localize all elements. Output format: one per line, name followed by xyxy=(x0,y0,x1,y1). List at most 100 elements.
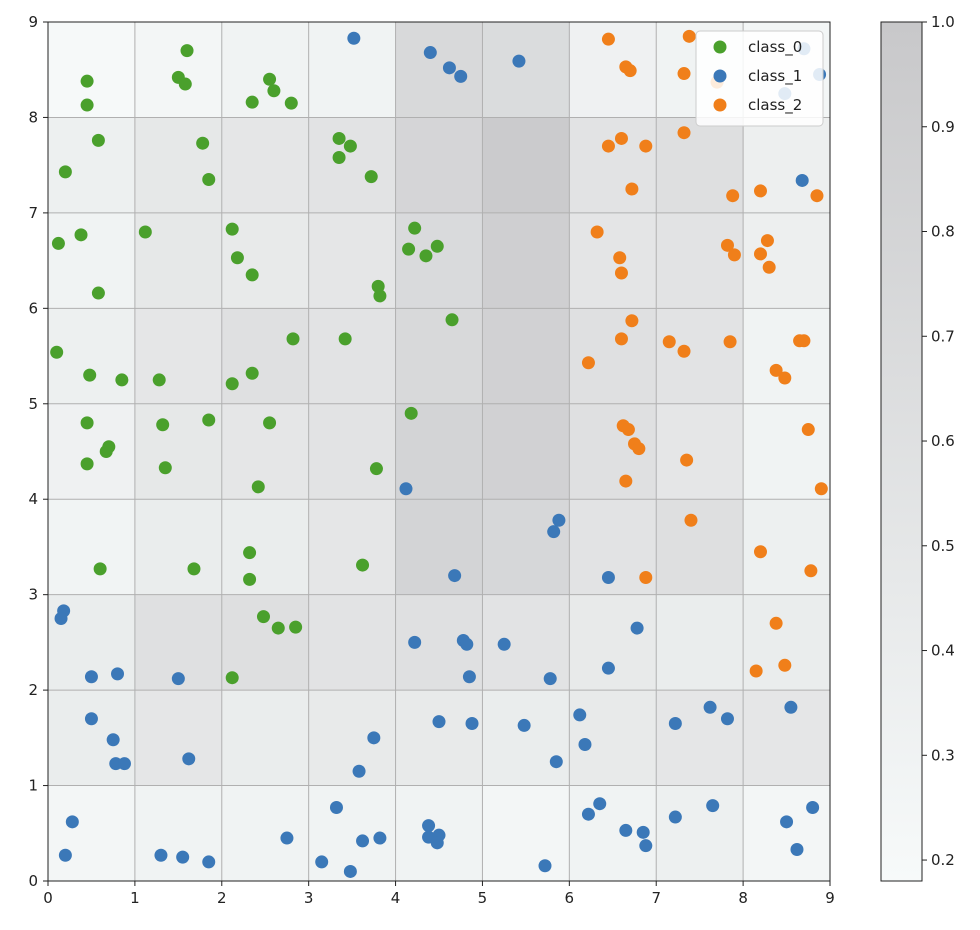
data-point xyxy=(180,44,194,58)
data-point xyxy=(465,717,479,731)
heatmap-cell xyxy=(221,785,309,881)
data-point xyxy=(581,807,595,821)
heatmap-cell xyxy=(308,499,396,595)
data-point xyxy=(91,133,105,147)
data-point xyxy=(243,546,257,560)
data-point xyxy=(668,717,682,731)
data-point xyxy=(369,462,383,476)
data-point xyxy=(727,248,741,262)
data-point xyxy=(332,151,346,165)
x-tick-label: 0 xyxy=(43,889,53,907)
data-point xyxy=(454,69,468,83)
legend-label: class_2 xyxy=(748,96,802,115)
data-point xyxy=(230,251,244,265)
x-tick-label: 7 xyxy=(651,889,661,907)
data-point xyxy=(171,672,185,686)
colorbar-tick-label: 0.4 xyxy=(931,642,955,660)
data-point xyxy=(623,64,637,78)
data-point xyxy=(332,131,346,145)
data-point xyxy=(196,136,210,150)
data-point xyxy=(720,238,734,252)
data-point xyxy=(263,72,277,86)
heatmap-cell xyxy=(482,22,570,118)
data-point xyxy=(352,764,366,778)
data-point xyxy=(84,670,98,684)
data-point xyxy=(50,345,64,359)
y-tick-label: 3 xyxy=(28,586,38,604)
heatmap-cell xyxy=(743,212,830,309)
data-point xyxy=(543,672,557,686)
heatmap-cell xyxy=(48,308,135,404)
data-point xyxy=(356,834,370,848)
data-point xyxy=(682,29,696,43)
data-point xyxy=(639,139,653,153)
data-point xyxy=(778,371,792,385)
data-point xyxy=(769,363,783,377)
data-point xyxy=(367,731,381,745)
data-point xyxy=(593,797,607,811)
data-point xyxy=(552,513,566,527)
plot-frame xyxy=(47,21,831,882)
data-point xyxy=(284,96,298,110)
data-point xyxy=(590,225,604,239)
data-point xyxy=(245,268,259,282)
data-point xyxy=(726,189,740,203)
data-point xyxy=(329,801,343,815)
grid-lines xyxy=(47,21,831,882)
data-point xyxy=(202,172,216,186)
data-point xyxy=(58,165,72,179)
colorbar-tick-label: 0.9 xyxy=(931,118,955,136)
heatmap-cell xyxy=(482,212,570,309)
data-point xyxy=(117,757,131,771)
colorbar: 0.2 0.3 0.4 0.5 0.6 0.7 0.8 0.9 1.0 xyxy=(880,13,955,882)
data-point xyxy=(619,823,633,837)
colorbar-tick-label: 0.3 xyxy=(931,746,955,764)
heatmap-cell xyxy=(221,499,309,595)
heatmap-cell xyxy=(395,690,483,786)
heatmap-cell xyxy=(48,785,135,881)
data-point xyxy=(614,332,628,346)
data-point xyxy=(460,637,474,651)
heatmap-cell xyxy=(221,690,309,786)
data-point xyxy=(245,366,259,380)
data-point xyxy=(445,313,459,327)
heatmap-cell xyxy=(482,117,570,213)
data-point xyxy=(158,461,172,475)
y-tick-label: 4 xyxy=(28,490,38,508)
data-point xyxy=(422,819,436,833)
heatmap-cell xyxy=(569,212,657,309)
data-point xyxy=(138,225,152,239)
data-point xyxy=(347,31,361,45)
data-point xyxy=(430,239,444,253)
heatmap-cell xyxy=(656,403,744,500)
heatmap-cell xyxy=(48,499,135,595)
axes: 0 1 2 3 4 5 6 7 8 9 0 1 2 3 4 5 6 7 8 9 xyxy=(28,13,834,907)
data-point xyxy=(404,406,418,420)
data-point xyxy=(280,831,294,845)
data-point xyxy=(315,855,329,869)
data-point xyxy=(251,480,265,494)
data-point xyxy=(614,266,628,280)
data-point xyxy=(373,289,387,303)
data-point xyxy=(639,570,653,584)
data-point xyxy=(778,658,792,672)
data-point xyxy=(80,98,94,112)
data-point xyxy=(106,733,120,747)
heatmap-cell xyxy=(134,22,222,118)
heatmap-cell xyxy=(482,690,570,786)
data-point xyxy=(245,95,259,109)
data-point xyxy=(804,564,818,578)
data-point xyxy=(263,416,277,430)
data-point xyxy=(601,139,615,153)
data-point xyxy=(442,61,456,75)
data-point xyxy=(338,332,352,346)
data-point xyxy=(810,189,824,203)
data-point xyxy=(51,236,65,250)
data-point xyxy=(630,621,644,635)
y-tick-label: 1 xyxy=(28,777,38,795)
data-point xyxy=(625,314,639,328)
heatmap-cell xyxy=(743,308,830,404)
heatmap-cell xyxy=(656,785,744,881)
y-tick-label: 9 xyxy=(28,13,38,31)
heatmap-cell xyxy=(656,499,744,595)
